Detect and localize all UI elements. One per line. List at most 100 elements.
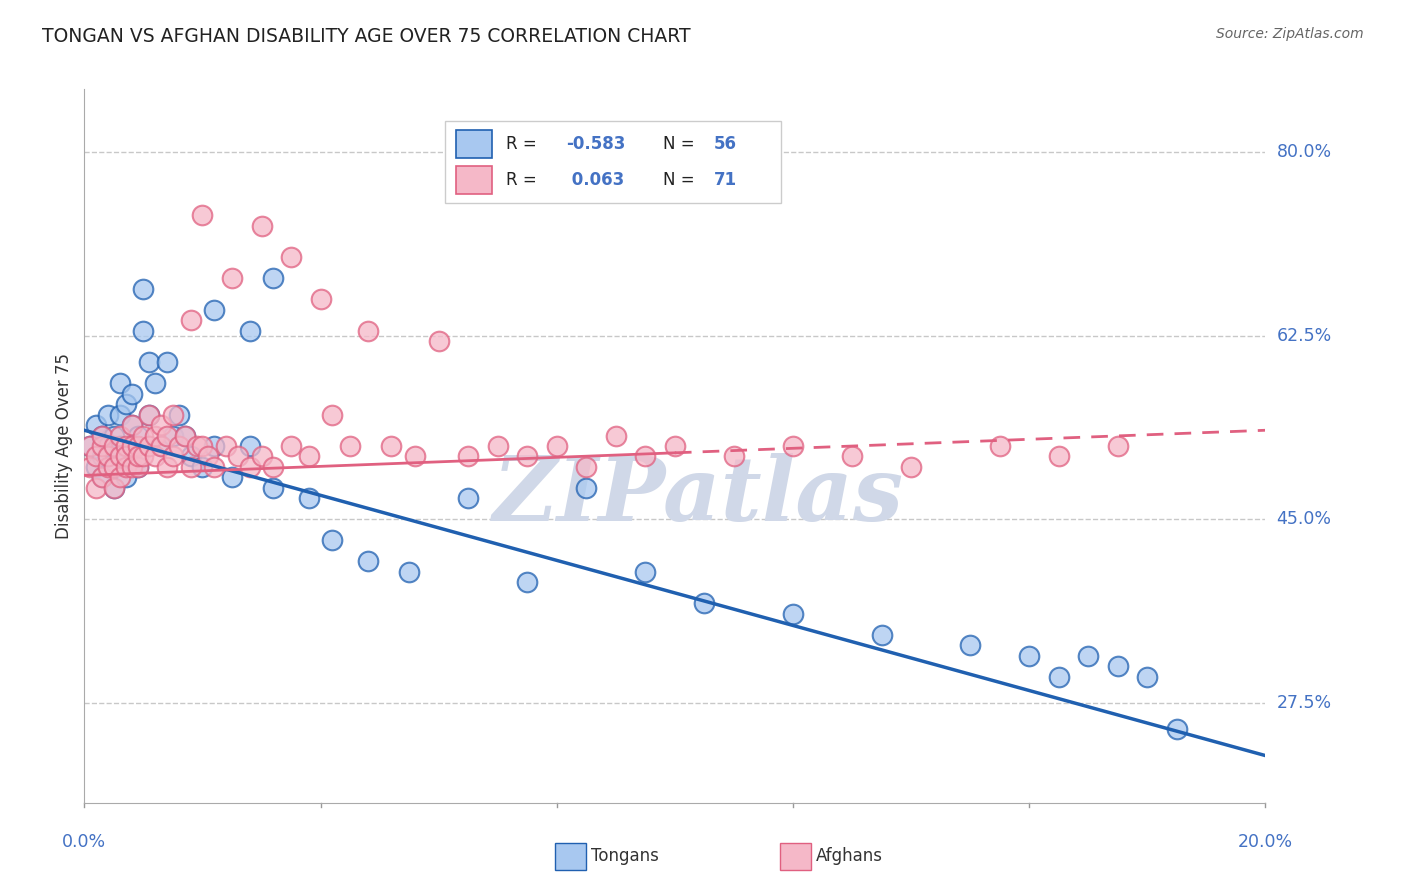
Point <box>150 439 173 453</box>
Point <box>186 439 208 453</box>
FancyBboxPatch shape <box>444 121 782 203</box>
Point <box>108 439 131 453</box>
Point <box>321 533 343 548</box>
Text: 56: 56 <box>714 136 737 153</box>
Point <box>215 439 238 453</box>
Point <box>239 324 262 338</box>
Point <box>782 439 804 453</box>
Point <box>202 439 225 453</box>
Point <box>91 450 114 464</box>
Point <box>1077 648 1099 663</box>
Point <box>191 439 214 453</box>
Point <box>180 460 202 475</box>
Point <box>79 439 101 453</box>
Point <box>121 439 143 453</box>
Point <box>988 439 1011 453</box>
Point <box>79 460 101 475</box>
Point <box>173 428 195 442</box>
Point <box>1166 723 1188 737</box>
Point <box>180 450 202 464</box>
Point <box>427 334 450 348</box>
Point <box>108 450 131 464</box>
Point <box>664 439 686 453</box>
Point <box>398 565 420 579</box>
Point <box>108 428 131 442</box>
Point <box>239 460 262 475</box>
Point <box>575 460 598 475</box>
Point <box>138 355 160 369</box>
Point <box>138 439 160 453</box>
Text: 0.0%: 0.0% <box>62 833 107 851</box>
Point <box>114 450 136 464</box>
Point <box>202 460 225 475</box>
Point <box>91 428 114 442</box>
Point <box>221 271 243 285</box>
Point <box>1047 450 1070 464</box>
Point <box>309 292 332 306</box>
Text: 20.0%: 20.0% <box>1237 833 1294 851</box>
Text: 45.0%: 45.0% <box>1277 510 1331 528</box>
Point <box>280 439 302 453</box>
Point <box>132 282 155 296</box>
Point <box>84 417 107 432</box>
Point <box>226 450 249 464</box>
Text: R =: R = <box>506 136 541 153</box>
Text: N =: N = <box>664 171 700 189</box>
Point <box>900 460 922 475</box>
Point <box>162 450 184 464</box>
Point <box>127 450 149 464</box>
Point <box>103 428 125 442</box>
Point <box>156 428 179 442</box>
Point <box>262 460 284 475</box>
Point <box>150 417 173 432</box>
Point <box>84 481 107 495</box>
Point <box>239 439 262 453</box>
Point <box>121 460 143 475</box>
Point <box>693 596 716 610</box>
Point <box>339 439 361 453</box>
Point <box>457 450 479 464</box>
Point <box>298 450 321 464</box>
Text: ZIPatlas: ZIPatlas <box>494 453 904 539</box>
Point <box>250 450 273 464</box>
Point <box>127 428 149 442</box>
Text: -0.583: -0.583 <box>567 136 626 153</box>
Point <box>97 460 120 475</box>
Point <box>114 397 136 411</box>
Text: 71: 71 <box>714 171 737 189</box>
Point <box>108 376 131 390</box>
Point <box>723 450 745 464</box>
Point <box>167 439 190 453</box>
Point <box>114 470 136 484</box>
Point <box>103 481 125 495</box>
Point <box>127 460 149 475</box>
Point <box>108 470 131 484</box>
Point <box>114 460 136 475</box>
Point <box>127 439 149 453</box>
Point <box>79 439 101 453</box>
Point <box>357 324 380 338</box>
Point <box>180 313 202 327</box>
Point <box>191 460 214 475</box>
Point <box>91 439 114 453</box>
Point <box>132 428 155 442</box>
Point <box>250 219 273 233</box>
Point <box>132 324 155 338</box>
Point <box>202 302 225 317</box>
Point <box>84 460 107 475</box>
Point <box>121 417 143 432</box>
Point <box>841 450 863 464</box>
Point <box>138 408 160 422</box>
Point <box>298 491 321 506</box>
Point <box>84 450 107 464</box>
Point <box>156 355 179 369</box>
Point <box>262 481 284 495</box>
Point <box>121 386 143 401</box>
Point <box>156 460 179 475</box>
Point <box>380 439 402 453</box>
Point <box>162 408 184 422</box>
Point <box>167 408 190 422</box>
Point <box>634 450 657 464</box>
Point <box>103 460 125 475</box>
Text: R =: R = <box>506 171 541 189</box>
